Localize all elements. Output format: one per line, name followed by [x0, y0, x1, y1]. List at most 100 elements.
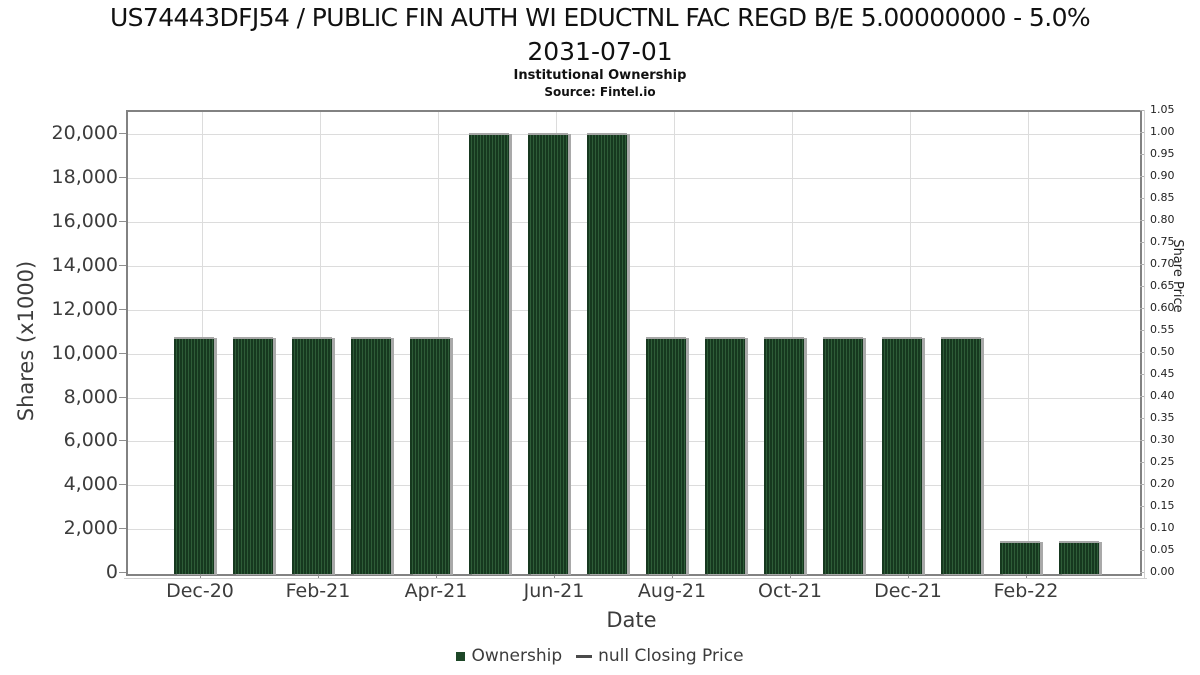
ownership-bar[interactable]	[882, 337, 922, 574]
y-axis-tick-label-right: 0.95	[1150, 147, 1175, 160]
h-gridline	[128, 178, 1140, 180]
h-gridline	[128, 222, 1140, 224]
chart-source-label: Source: Fintel.io	[544, 85, 656, 99]
x-axis-tick-label: Apr-21	[404, 580, 468, 602]
y-axis-tick-label-left: 2,000	[63, 517, 118, 540]
y-axis-tick-label-right: 0.20	[1150, 477, 1175, 490]
y-axis-tickmark-right	[1140, 308, 1145, 309]
h-gridline	[128, 441, 1140, 443]
y-axis-tickmark-left	[119, 133, 126, 135]
y-axis-tick-label-left: 8,000	[63, 385, 118, 408]
y-axis-tickmark-right	[1140, 572, 1145, 573]
y-axis-tickmark-right	[1140, 198, 1145, 199]
y-axis-tick-label-left: 14,000	[51, 254, 118, 276]
chart-subtitle: Institutional Ownership	[513, 68, 687, 83]
y-axis-tickmark-left	[119, 440, 126, 442]
h-gridline	[128, 134, 1140, 136]
ownership-legend-marker-icon[interactable]	[456, 651, 466, 661]
y-axis-tickmark-right	[1140, 484, 1145, 485]
y-axis-tick-label-right: 0.30	[1150, 433, 1175, 446]
y-axis-tick-label-left: 18,000	[51, 166, 118, 189]
x-axis-tick-label: Dec-21	[874, 580, 942, 602]
y-axis-tick-label-right: 0.05	[1150, 543, 1175, 556]
ownership-bar[interactable]	[351, 337, 391, 574]
x-axis-label: Date	[606, 608, 657, 632]
y-axis-tickmark-right	[1140, 110, 1145, 111]
y-axis-tickmark-right	[1140, 264, 1145, 265]
y-axis-tick-label-right: 0.65	[1150, 279, 1175, 292]
y-axis-tick-label-right: 0.90	[1150, 169, 1175, 182]
y-axis-tickmark-right	[1140, 132, 1145, 133]
x-axis-tick-label: Feb-21	[285, 580, 351, 602]
y-axis-tickmark-right	[1140, 330, 1145, 331]
x-axis-tick-label: Feb-22	[993, 580, 1059, 602]
y-axis-tick-label-right: 0.75	[1150, 235, 1175, 248]
y-axis-tick-label-right: 0.70	[1150, 257, 1175, 270]
x-axis-tickmark	[1026, 574, 1027, 579]
y-axis-tick-label-right: 0.15	[1150, 499, 1175, 512]
y-axis-tickmark-left	[119, 484, 126, 486]
ownership-bar[interactable]	[528, 133, 568, 574]
ownership-bar[interactable]	[1059, 541, 1099, 574]
y-axis-tick-label-left: 12,000	[51, 297, 118, 320]
y-axis-tick-label-left: 10,000	[51, 341, 118, 364]
x-axis-tickmark	[436, 574, 437, 579]
ownership-bar[interactable]	[1000, 541, 1040, 574]
ownership-bar[interactable]	[469, 133, 509, 574]
h-gridline	[128, 485, 1140, 487]
bottom-axis-spine	[124, 578, 1147, 579]
x-axis-tickmark	[200, 574, 201, 579]
ownership-bar[interactable]	[292, 337, 332, 574]
y-axis-tick-label-left: 6,000	[63, 429, 118, 452]
y-axis-tickmark-left	[119, 352, 126, 354]
y-axis-tickmark-right	[1140, 418, 1145, 419]
closing-price-legend-marker-icon[interactable]	[576, 654, 593, 658]
y-axis-tick-label-left: 16,000	[51, 210, 118, 233]
ownership-bar[interactable]	[941, 337, 981, 574]
x-axis-tickmark	[318, 574, 319, 579]
y-axis-tick-label-right: 1.00	[1150, 125, 1175, 138]
y-axis-tickmark-right	[1140, 396, 1145, 397]
y-axis-tickmark-right	[1140, 220, 1145, 221]
ownership-bar[interactable]	[764, 337, 804, 574]
ownership-bar[interactable]	[410, 337, 450, 574]
y-axis-tickmark-right	[1140, 154, 1145, 155]
h-gridline	[128, 529, 1140, 531]
ownership-bar[interactable]	[587, 133, 627, 574]
ownership-bar[interactable]	[233, 337, 273, 574]
x-axis-tick-label: Jun-21	[523, 580, 585, 602]
x-axis-tick-label: Oct-21	[758, 580, 822, 602]
ownership-bar[interactable]	[174, 337, 214, 574]
ownership-bar[interactable]	[646, 337, 686, 574]
h-gridline	[128, 266, 1140, 268]
y-axis-tick-label-right: 0.40	[1150, 389, 1175, 402]
h-gridline	[128, 309, 1140, 311]
y-axis-tickmark-left	[119, 308, 126, 310]
y-axis-tick-label-left: 0	[105, 561, 118, 583]
y-axis-tickmark-left	[119, 528, 126, 530]
ownership-bar[interactable]	[823, 337, 863, 574]
ownership-legend-label[interactable]: Ownership	[471, 646, 563, 666]
y-axis-tickmark-left	[119, 396, 126, 398]
y-axis-tickmark-right	[1140, 374, 1145, 375]
y-axis-tickmark-right	[1140, 506, 1145, 507]
y-axis-tickmark-right	[1140, 462, 1145, 463]
chart-title-line2: 2031-07-01	[527, 37, 673, 66]
y-axis-tickmark-right	[1140, 176, 1145, 177]
h-gridline	[128, 397, 1140, 399]
y-axis-tickmark-right	[1140, 242, 1145, 243]
y-axis-tick-label-right: 0.35	[1150, 411, 1175, 424]
x-axis-tickmark	[554, 574, 555, 579]
x-axis-tickmark	[908, 574, 909, 579]
y-axis-tickmark-left	[119, 221, 126, 223]
x-axis-tick-label: Dec-20	[166, 580, 234, 602]
y-axis-label-right: Share Price	[1170, 239, 1185, 313]
plot-area[interactable]	[126, 110, 1142, 576]
ownership-bar[interactable]	[705, 337, 745, 574]
closing-price-legend-label[interactable]: null Closing Price	[598, 646, 744, 666]
y-axis-tick-label-right: 0.55	[1150, 323, 1175, 336]
legend: Ownership null Closing Price	[0, 646, 1200, 666]
x-axis-tickmark	[790, 574, 791, 579]
y-axis-tick-label-right: 0.25	[1150, 455, 1175, 468]
